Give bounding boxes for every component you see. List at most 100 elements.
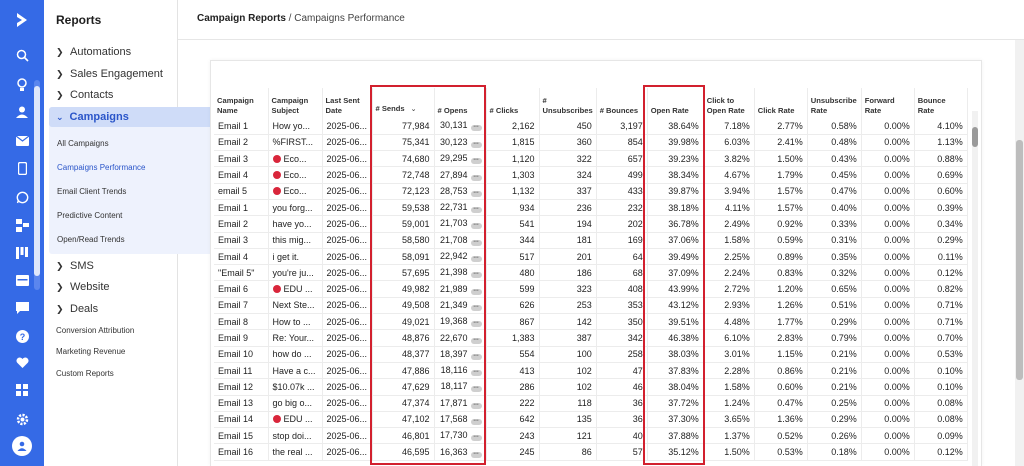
col-header[interactable]: Click Rate xyxy=(754,88,808,118)
more-options-icon[interactable]: ••• xyxy=(470,141,482,148)
more-options-icon[interactable]: ••• xyxy=(470,451,482,458)
more-options-icon[interactable]: ••• xyxy=(470,158,482,165)
cell-clicks: 934 xyxy=(486,199,540,217)
table-row[interactable]: Email 9 Re: Your... 2025-06... 48,876 22,670… xyxy=(214,329,968,347)
lightbulb-icon[interactable] xyxy=(0,74,44,96)
table-row[interactable]: Email 6 EDU ... 2025-06... 49,982 21,989 ••• 5… xyxy=(214,280,968,298)
more-options-icon[interactable]: ••• xyxy=(470,435,482,442)
nav-group-sms[interactable]: ❯ SMS xyxy=(56,260,94,272)
search-icon[interactable] xyxy=(0,44,44,66)
col-header-sends[interactable]: # Sends ⌄ xyxy=(372,88,435,118)
table-row[interactable]: Email 2 %FIRST... 2025-06... 75,341 30,123 ••… xyxy=(214,134,968,152)
more-options-icon[interactable]: ••• xyxy=(470,272,482,279)
more-options-icon[interactable]: ••• xyxy=(470,418,482,425)
cell-text: 3.65% xyxy=(724,414,750,425)
more-options-icon[interactable]: ••• xyxy=(470,386,482,393)
mobile-icon[interactable] xyxy=(0,157,44,179)
user-icon[interactable] xyxy=(12,436,32,456)
more-options-icon[interactable]: ••• xyxy=(470,174,482,181)
table-row[interactable]: email 5 Eco... 2025-06... 72,123 28,753 ••• 1,… xyxy=(214,183,968,200)
more-options-icon[interactable]: ••• xyxy=(470,321,482,328)
nav-group-sales-engagement[interactable]: ❯ Sales Engagement xyxy=(56,68,163,80)
more-options-icon[interactable]: ••• xyxy=(470,337,482,344)
apps-icon[interactable] xyxy=(0,379,44,401)
table-row[interactable]: Email 14 EDU ... 2025-06... 47,102 17,568 •••… xyxy=(214,411,968,429)
more-options-icon[interactable]: ••• xyxy=(470,304,482,311)
nav-group-automations[interactable]: ❯ Automations xyxy=(56,46,131,58)
table-row[interactable]: Email 13 go big o... 2025-06... 47,374 17,87… xyxy=(214,395,968,412)
reports-icon[interactable] xyxy=(0,269,44,291)
table-row[interactable]: Email 8 How to ... 2025-06... 49,021 19,368 •… xyxy=(214,313,968,331)
rail-scrollbar[interactable] xyxy=(34,80,40,290)
col-header[interactable]: Bounce Rate xyxy=(914,88,968,118)
more-options-icon[interactable]: ••• xyxy=(470,256,482,263)
table-row[interactable]: Email 1 you forg... 2025-06... 59,538 22,731… xyxy=(214,199,968,217)
col-header[interactable]: Open Rate xyxy=(647,88,704,118)
chat-icon[interactable] xyxy=(0,297,44,319)
sort-desc-icon[interactable]: ⌄ xyxy=(410,106,417,114)
col-header[interactable]: Click to Open Rate xyxy=(703,88,755,118)
settings-icon[interactable] xyxy=(0,408,44,430)
page-scrollbar[interactable] xyxy=(1015,40,1024,466)
nav-item-custom-reports[interactable]: Custom Reports xyxy=(56,369,114,378)
col-header[interactable]: Unsubscribe Rate xyxy=(807,88,862,118)
breadcrumb-parent[interactable]: Campaign Reports xyxy=(197,13,286,24)
nav-item-campaigns-performance[interactable]: Campaigns Performance xyxy=(57,163,146,172)
table-row[interactable]: Email 4 i get it. 2025-06... 58,091 22,942 ••… xyxy=(214,248,968,266)
nav-item-email-client-trends[interactable]: Email Client Trends xyxy=(57,187,127,196)
col-header[interactable]: # Bounces xyxy=(596,88,648,118)
table-row[interactable]: Email 3 this mig... 2025-06... 58,580 21,708… xyxy=(214,232,968,249)
more-options-icon[interactable]: ••• xyxy=(470,223,482,230)
nav-group-label: Website xyxy=(70,281,110,293)
automation-icon[interactable] xyxy=(0,214,44,236)
cell-text: 39.23% xyxy=(668,153,699,164)
col-header[interactable]: # Clicks xyxy=(486,88,540,118)
pipeline-icon[interactable] xyxy=(0,242,44,264)
col-header[interactable]: Forward Rate xyxy=(861,88,915,118)
whatsapp-icon[interactable] xyxy=(0,186,44,208)
nav-group-contacts[interactable]: ❯ Contacts xyxy=(56,89,113,101)
table-row[interactable]: Email 3 Eco... 2025-06... 74,680 29,295 ••• 1,… xyxy=(214,150,968,168)
col-header[interactable]: # Unsubscribes xyxy=(539,88,597,118)
nav-item-conversion-attribution[interactable]: Conversion Attribution xyxy=(56,326,135,335)
col-header[interactable]: # Opens xyxy=(434,88,487,118)
nav-item-all-campaigns[interactable]: All Campaigns xyxy=(57,139,109,148)
table-row[interactable]: Email 2 have yo... 2025-06... 59,001 21,703 •… xyxy=(214,215,968,233)
table-row[interactable]: Email 11 Have a c... 2025-06... 47,886 18,11… xyxy=(214,362,968,380)
table-row[interactable]: Email 16 the real ... 2025-06... 46,595 16,3… xyxy=(214,443,968,461)
heart-icon[interactable] xyxy=(0,352,44,374)
help-icon[interactable]: ? xyxy=(0,325,44,347)
contacts-icon[interactable] xyxy=(0,101,44,123)
more-options-icon[interactable]: ••• xyxy=(470,125,482,132)
nav-group-website[interactable]: ❯ Website xyxy=(56,281,110,293)
table-row[interactable]: "Email 5" you're ju... 2025-06... 57,695 21,… xyxy=(214,264,968,282)
nav-item-predictive-content[interactable]: Predictive Content xyxy=(57,211,123,220)
more-options-icon[interactable]: ••• xyxy=(470,207,482,214)
table-row[interactable]: Email 1 How yo... 2025-06... 77,984 30,131 ••… xyxy=(214,118,968,135)
logo-icon[interactable] xyxy=(0,0,44,40)
more-options-icon[interactable]: ••• xyxy=(470,402,482,409)
more-options-icon[interactable]: ••• xyxy=(470,190,482,197)
more-options-icon[interactable]: ••• xyxy=(470,239,482,246)
more-options-icon[interactable]: ••• xyxy=(470,353,482,360)
cell-text: 0.00% xyxy=(884,284,910,295)
cell-text: 0.92% xyxy=(777,218,803,229)
table-row[interactable]: Email 15 stop doi... 2025-06... 46,801 17,73… xyxy=(214,427,968,445)
table-row[interactable]: Email 10 how do ... 2025-06... 48,377 18,397… xyxy=(214,346,968,363)
nav-item-marketing-revenue[interactable]: Marketing Revenue xyxy=(56,347,126,356)
more-options-icon[interactable]: ••• xyxy=(470,370,482,377)
col-header[interactable]: Last Sent Date xyxy=(322,88,373,118)
table-row[interactable]: Email 12 $10.07k ... 2025-06... 47,629 18,11… xyxy=(214,378,968,396)
nav-item-open-read-trends[interactable]: Open/Read Trends xyxy=(57,235,125,244)
table-row[interactable]: Email 7 Next Ste... 2025-06... 49,508 21,349… xyxy=(214,297,968,315)
email-icon[interactable] xyxy=(0,130,44,152)
table-scrollbar[interactable] xyxy=(972,111,978,466)
table-row[interactable]: Email 4 Eco... 2025-06... 72,748 27,894 ••• 1,… xyxy=(214,166,968,184)
col-header[interactable]: Campaign Subject xyxy=(268,88,323,118)
cell-text: Email 4 xyxy=(218,251,249,262)
col-header[interactable]: Campaign Name xyxy=(214,88,269,118)
nav-group-deals[interactable]: ❯ Deals xyxy=(56,303,98,315)
nav-group-campaigns[interactable]: ⌄ Campaigns xyxy=(49,107,214,127)
cell-fwd: 0.00% xyxy=(861,346,915,363)
more-options-icon[interactable]: ••• xyxy=(470,288,482,295)
